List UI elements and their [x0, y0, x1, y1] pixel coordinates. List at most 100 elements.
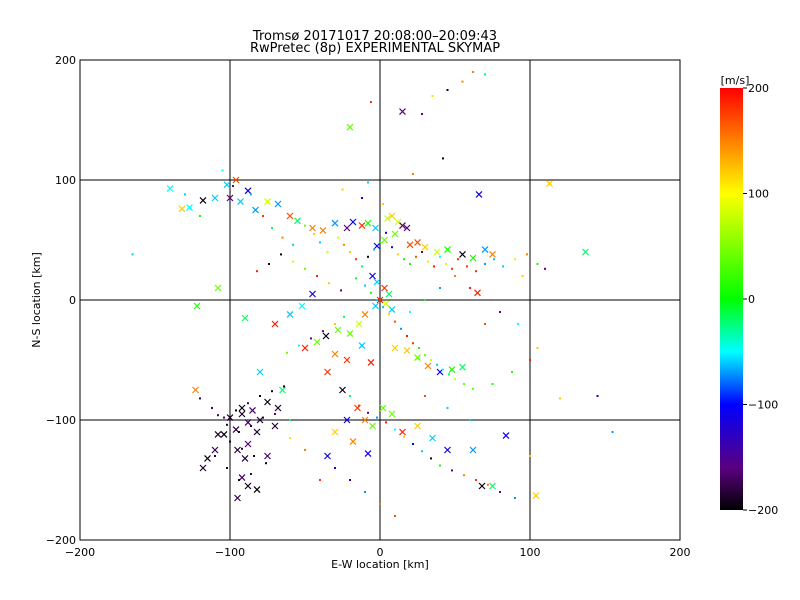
point-dot-84 [328, 282, 330, 285]
point-dot-29 [427, 260, 429, 263]
point-dot-117 [439, 464, 441, 467]
point-dot-69 [424, 354, 426, 357]
point-x-79 [244, 418, 252, 426]
point-dot-91 [199, 397, 201, 400]
point-x-50 [372, 302, 379, 310]
point-x-66 [414, 354, 421, 362]
point-dot-51 [484, 73, 486, 76]
point-x-51 [382, 300, 390, 308]
point-x-33 [421, 243, 429, 251]
point-dot-130 [424, 395, 426, 397]
point-dot-81 [298, 344, 300, 347]
point-x-57 [322, 332, 330, 340]
point-x-46 [373, 278, 381, 286]
point-x-110 [349, 438, 357, 446]
point-x-55 [346, 330, 354, 338]
point-dot-97 [271, 390, 273, 393]
point-dot-50 [472, 71, 474, 73]
point-dot-148 [439, 287, 441, 289]
point-x-77 [193, 302, 201, 310]
point-x-78 [238, 410, 246, 418]
point-dot-12 [319, 241, 321, 244]
point-dot-126 [596, 395, 599, 397]
point-dot-136 [319, 479, 321, 481]
point-x-69 [448, 366, 456, 374]
point-dot-38 [493, 258, 495, 261]
point-x-19 [349, 218, 357, 226]
colorbar-unit: [m/s] [721, 74, 750, 87]
point-x-126 [214, 430, 222, 438]
point-x-91 [199, 464, 207, 472]
point-dot-66 [406, 335, 408, 337]
point-dot-65 [400, 327, 402, 330]
point-dot-78 [334, 323, 336, 325]
point-dot-104 [238, 479, 240, 481]
point-x-95 [234, 494, 241, 502]
point-dot-59 [364, 284, 366, 287]
point-x-99 [264, 398, 271, 406]
point-dot-72 [442, 368, 444, 371]
point-x-102 [324, 368, 331, 376]
point-dot-40 [514, 258, 516, 261]
point-x-62 [358, 342, 366, 350]
point-x-67 [424, 362, 432, 370]
point-x-122 [532, 492, 540, 500]
point-dot-77 [343, 315, 345, 318]
point-dot-80 [310, 337, 312, 340]
point-x-21 [364, 219, 372, 227]
point-dot-68 [418, 347, 420, 349]
point-x-2 [186, 204, 193, 212]
point-x-12 [274, 200, 282, 208]
chart-title: Tromsø 20171017 20:08:00–20:09:43 [252, 29, 497, 44]
point-x-125 [241, 454, 249, 462]
y-tick-label-1: −100 [46, 414, 76, 427]
point-x-86 [244, 440, 252, 448]
point-dot-25 [403, 258, 405, 261]
point-x-28 [391, 230, 399, 238]
point-x-103 [339, 386, 346, 394]
point-dot-73 [448, 373, 450, 376]
point-x-70 [459, 363, 466, 371]
point-x-123 [474, 289, 481, 297]
point-dot-2 [199, 215, 201, 217]
y-tick-label-4: 200 [55, 54, 76, 67]
point-x-61 [343, 356, 351, 364]
colorbar-ticks: 200 100 0 −100 −200 [743, 82, 778, 517]
point-dot-42 [536, 263, 539, 265]
point-dot-47 [431, 95, 434, 97]
point-x-32 [414, 238, 421, 246]
point-dot-146 [469, 287, 471, 289]
point-dot-92 [211, 407, 213, 409]
y-tick-label-2: 0 [69, 294, 76, 307]
point-x-75 [241, 314, 249, 322]
point-x-9 [244, 187, 252, 195]
point-dot-39 [502, 265, 504, 268]
point-dot-115 [421, 450, 423, 453]
point-x-93 [244, 482, 252, 490]
point-x-40 [346, 123, 354, 131]
point-dot-8 [281, 236, 284, 239]
point-dot-150 [409, 311, 411, 313]
point-dot-14 [337, 236, 339, 239]
point-x-45 [369, 272, 376, 280]
point-dot-33 [451, 267, 453, 270]
point-x-115 [414, 422, 421, 430]
point-dot-128 [469, 419, 471, 421]
point-dot-49 [461, 80, 464, 83]
point-x-88 [253, 428, 261, 436]
point-x-3 [199, 196, 207, 204]
point-x-11 [264, 198, 271, 206]
point-x-8 [237, 198, 244, 206]
point-dot-36 [475, 270, 477, 273]
point-dot-62 [382, 306, 384, 309]
point-x-81 [220, 430, 228, 438]
point-dot-43 [544, 267, 546, 270]
point-dot-71 [436, 363, 438, 366]
point-x-105 [361, 416, 369, 424]
point-x-6 [232, 176, 240, 184]
point-x-4 [211, 194, 219, 202]
point-x-108 [331, 428, 339, 436]
point-x-120 [489, 482, 496, 490]
point-dot-23 [391, 246, 393, 249]
point-x-60 [331, 350, 339, 358]
